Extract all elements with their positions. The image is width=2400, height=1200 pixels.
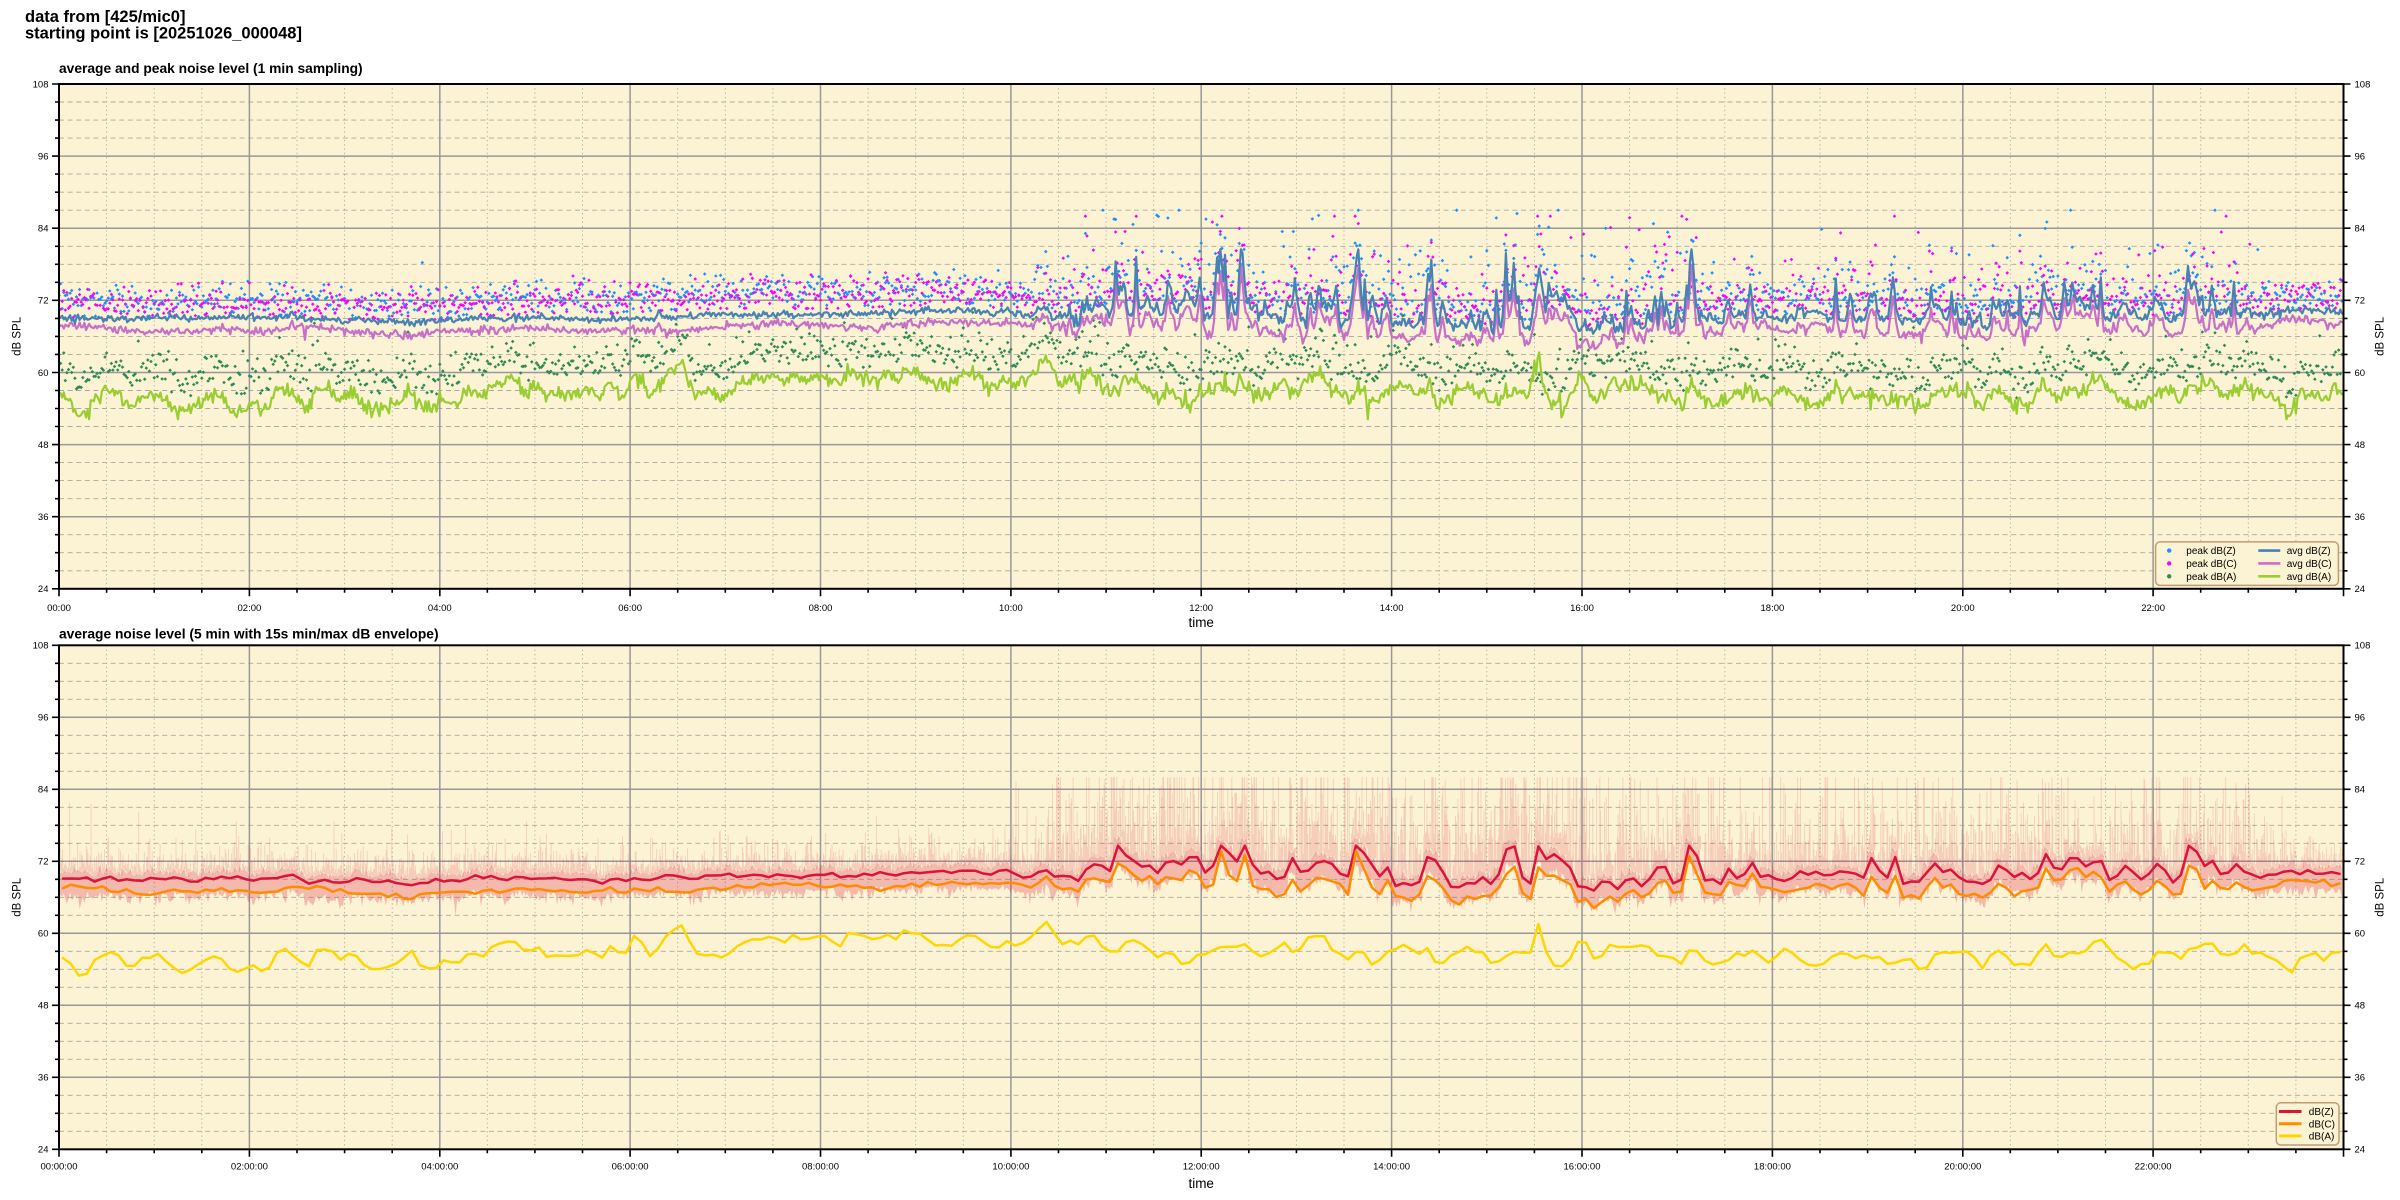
svg-text:24: 24 <box>2355 584 2366 595</box>
svg-text:24: 24 <box>2355 1145 2366 1156</box>
svg-text:108: 108 <box>2355 641 2371 652</box>
svg-text:peak dB(C): peak dB(C) <box>2186 559 2237 570</box>
svg-text:starting point is [20251026_00: starting point is [20251026_000048] <box>25 25 302 43</box>
svg-text:84: 84 <box>2355 224 2366 235</box>
svg-text:36: 36 <box>38 512 49 523</box>
svg-text:00:00: 00:00 <box>47 603 71 614</box>
svg-text:60: 60 <box>38 368 49 379</box>
svg-text:96: 96 <box>38 713 49 724</box>
svg-text:20:00:00: 20:00:00 <box>1944 1162 1981 1173</box>
svg-text:10:00:00: 10:00:00 <box>992 1162 1029 1173</box>
svg-text:60: 60 <box>2355 929 2366 940</box>
svg-text:48: 48 <box>2355 1001 2366 1012</box>
svg-text:02:00:00: 02:00:00 <box>231 1162 268 1173</box>
svg-text:08:00: 08:00 <box>809 603 833 614</box>
svg-text:peak dB(A): peak dB(A) <box>2186 572 2236 583</box>
svg-text:36: 36 <box>2355 512 2366 523</box>
svg-text:36: 36 <box>38 1073 49 1084</box>
svg-text:data from [425/mic0]: data from [425/mic0] <box>25 8 185 26</box>
svg-text:72: 72 <box>38 857 49 868</box>
svg-text:time: time <box>1188 1176 1214 1191</box>
svg-text:96: 96 <box>38 152 49 163</box>
svg-text:108: 108 <box>33 79 49 90</box>
svg-text:18:00: 18:00 <box>1761 603 1785 614</box>
svg-text:time: time <box>1188 615 1214 630</box>
svg-text:average and peak noise level (: average and peak noise level (1 min samp… <box>59 61 363 76</box>
svg-text:18:00:00: 18:00:00 <box>1754 1162 1791 1173</box>
svg-text:22:00: 22:00 <box>2141 603 2165 614</box>
svg-text:96: 96 <box>2355 152 2366 163</box>
svg-text:06:00:00: 06:00:00 <box>612 1162 649 1173</box>
svg-text:12:00:00: 12:00:00 <box>1183 1162 1220 1173</box>
svg-text:avg dB(C): avg dB(C) <box>2287 559 2332 570</box>
svg-text:22:00:00: 22:00:00 <box>2135 1162 2172 1173</box>
svg-text:84: 84 <box>2355 785 2366 796</box>
svg-text:08:00:00: 08:00:00 <box>802 1162 839 1173</box>
svg-text:16:00:00: 16:00:00 <box>1564 1162 1601 1173</box>
svg-text:06:00: 06:00 <box>618 603 642 614</box>
svg-text:avg dB(A): avg dB(A) <box>2287 572 2331 583</box>
svg-text:24: 24 <box>38 584 49 595</box>
svg-text:02:00: 02:00 <box>238 603 262 614</box>
svg-text:peak dB(Z): peak dB(Z) <box>2186 546 2235 557</box>
svg-text:72: 72 <box>2355 857 2366 868</box>
svg-text:dB SPL: dB SPL <box>12 316 24 356</box>
svg-text:108: 108 <box>2355 79 2371 90</box>
svg-text:04:00:00: 04:00:00 <box>421 1162 458 1173</box>
svg-text:dB(Z): dB(Z) <box>2309 1107 2334 1118</box>
svg-text:dB SPL: dB SPL <box>2375 877 2387 917</box>
svg-text:04:00: 04:00 <box>428 603 452 614</box>
svg-text:60: 60 <box>2355 368 2366 379</box>
svg-text:average noise level (5 min wit: average noise level (5 min with 15s min/… <box>59 627 439 642</box>
svg-text:dB SPL: dB SPL <box>12 877 24 917</box>
svg-text:48: 48 <box>38 440 49 451</box>
svg-text:16:00: 16:00 <box>1570 603 1594 614</box>
svg-text:12:00: 12:00 <box>1189 603 1213 614</box>
svg-text:dB(C): dB(C) <box>2309 1119 2335 1130</box>
svg-text:96: 96 <box>2355 713 2366 724</box>
svg-text:20:00: 20:00 <box>1951 603 1975 614</box>
svg-text:14:00: 14:00 <box>1380 603 1404 614</box>
svg-text:72: 72 <box>38 296 49 307</box>
svg-text:00:00:00: 00:00:00 <box>41 1162 78 1173</box>
svg-text:84: 84 <box>38 224 49 235</box>
svg-text:10:00: 10:00 <box>999 603 1023 614</box>
svg-text:dB SPL: dB SPL <box>2375 316 2387 356</box>
svg-text:108: 108 <box>33 641 49 652</box>
svg-text:dB(A): dB(A) <box>2309 1132 2335 1143</box>
svg-text:72: 72 <box>2355 296 2366 307</box>
svg-text:14:00:00: 14:00:00 <box>1373 1162 1410 1173</box>
svg-text:avg dB(Z): avg dB(Z) <box>2287 546 2331 557</box>
svg-text:36: 36 <box>2355 1073 2366 1084</box>
svg-text:60: 60 <box>38 929 49 940</box>
svg-text:24: 24 <box>38 1145 49 1156</box>
svg-text:84: 84 <box>38 785 49 796</box>
svg-text:48: 48 <box>2355 440 2366 451</box>
svg-text:48: 48 <box>38 1001 49 1012</box>
